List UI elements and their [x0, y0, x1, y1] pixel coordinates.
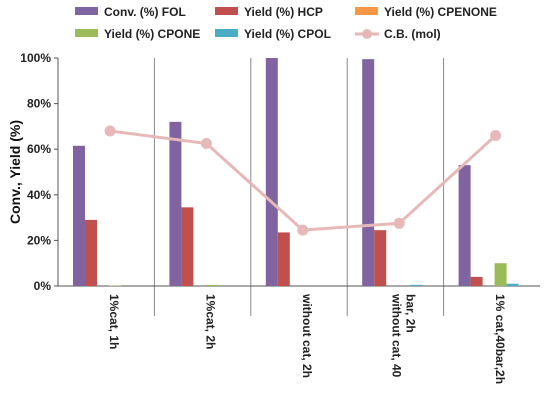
x-tick-label: without cat, 2h: [300, 293, 314, 378]
line-marker-cb-mol: [104, 125, 116, 137]
y-tick-label: 0%: [34, 279, 52, 293]
line-marker-cb-mol: [297, 224, 309, 236]
x-tick-label: 1%cat, 1h: [107, 294, 121, 349]
bar-yield-hcp: [181, 207, 194, 286]
x-tick-label: without cat, 40: [389, 293, 403, 378]
bar-yield-cpol: [506, 283, 519, 286]
legend-label-yield-hcp: Yield (%) HCP: [244, 5, 323, 19]
y-tick-label: 40%: [27, 188, 51, 202]
y-tick-label: 100%: [20, 51, 51, 65]
legend-marker-c-b-mol: [362, 29, 372, 39]
bar-yield-hcp: [374, 230, 387, 286]
legend-label-yield-cpone: Yield (%) CPONE: [104, 27, 200, 41]
bar-yield-hcp: [277, 232, 290, 286]
bar-yield-hcp: [470, 276, 483, 286]
y-tick-label: 80%: [27, 97, 51, 111]
line-marker-cb-mol: [200, 138, 212, 149]
bar-conv-fol: [265, 58, 278, 286]
bar-conv-fol: [362, 59, 375, 286]
legend: Conv. (%) FOL Yield (%) HCP Yield (%) CPEN…: [75, 5, 497, 41]
legend-label-yield-cpenone: Yield (%) CPENONE: [384, 5, 497, 19]
legend-swatch-yield-cpenone: [355, 7, 378, 15]
y-tick-label: 20%: [27, 233, 51, 247]
x-tick-label: 1%cat, 2h: [204, 294, 218, 349]
y-tick-label: 60%: [27, 142, 51, 156]
line-marker-cb-mol: [393, 217, 405, 229]
bar-yield-cpone: [494, 263, 507, 286]
y-axis-label: Conv., Yield (%): [7, 120, 23, 224]
line-cb-mol: [109, 129, 497, 232]
legend-swatch-yield-cpone: [75, 29, 98, 37]
bar-conv-fol: [73, 145, 85, 286]
legend-label-yield-cpol: Yield (%) CPOL: [244, 27, 331, 41]
bar-conv-fol: [169, 121, 182, 286]
legend-swatch-yield-cpol: [215, 29, 238, 37]
bar-conv-fol: [458, 165, 471, 286]
x-tick-label: 1% cat,40bar,2h: [493, 294, 507, 384]
bar-yield-cpone: [205, 284, 218, 286]
legend-swatch-conv-fol: [75, 7, 98, 15]
line-marker-cb-mol: [490, 130, 502, 142]
bar-yield-cpol: [410, 284, 423, 286]
legend-label-c-b-mol: C.B. (mol): [384, 27, 441, 41]
bar-yield-hcp: [85, 219, 97, 286]
x-tick-label: bar, 2h: [403, 294, 417, 333]
plot-area: 0% 20% 40% 60% 80% 100% 1%cat, 1h 1%cat, 2h with…: [20, 51, 540, 384]
legend-label-conv-fol: Conv. (%) FOL: [104, 5, 186, 19]
legend-swatch-yield-hcp: [215, 7, 238, 15]
